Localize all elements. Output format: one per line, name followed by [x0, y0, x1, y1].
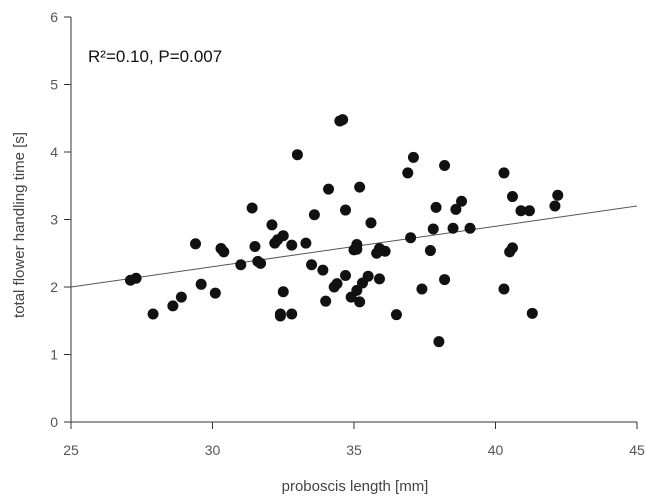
data-point	[523, 205, 535, 217]
data-point	[331, 278, 343, 290]
data-point	[286, 308, 298, 320]
x-tick-label: 40	[488, 442, 504, 458]
y-tick-label: 5	[50, 77, 58, 93]
data-point	[433, 336, 445, 348]
data-point	[266, 219, 278, 231]
data-point	[320, 295, 332, 307]
data-point	[427, 223, 439, 235]
data-point	[506, 242, 518, 254]
y-tick-label: 4	[50, 144, 58, 160]
data-point	[274, 310, 286, 322]
data-point	[340, 270, 352, 282]
data-point	[291, 149, 303, 161]
data-point	[439, 274, 451, 286]
data-point	[424, 245, 436, 257]
data-point	[526, 307, 538, 319]
x-axis-title: proboscis length [mm]	[282, 478, 429, 495]
data-point	[235, 259, 247, 271]
data-point	[209, 287, 221, 299]
data-point	[464, 222, 476, 234]
data-point	[255, 257, 267, 269]
data-point	[354, 296, 366, 308]
data-point	[402, 167, 414, 179]
data-point	[515, 205, 527, 217]
x-tick-label: 30	[205, 442, 221, 458]
data-point	[373, 273, 385, 285]
data-point	[218, 246, 230, 258]
data-points	[124, 114, 564, 348]
data-point	[277, 286, 289, 298]
data-point	[506, 191, 518, 203]
data-point	[365, 217, 377, 229]
data-point	[351, 243, 363, 255]
data-point	[405, 232, 417, 244]
data-point	[407, 151, 419, 163]
x-tick-label: 35	[346, 442, 362, 458]
data-point	[323, 183, 335, 195]
y-tick-label: 2	[50, 279, 58, 295]
data-point	[277, 230, 289, 242]
data-point	[306, 259, 318, 271]
x-tick-label: 25	[63, 442, 79, 458]
data-point	[549, 200, 561, 212]
y-tick-label: 6	[50, 9, 58, 25]
data-point	[416, 283, 428, 295]
data-point	[147, 308, 159, 320]
data-point	[317, 264, 329, 276]
data-point	[447, 222, 459, 234]
data-point	[246, 202, 258, 214]
data-point	[190, 238, 202, 250]
data-point	[340, 204, 352, 216]
y-tick-label: 1	[50, 347, 58, 363]
data-point	[300, 237, 312, 249]
data-point	[498, 283, 510, 295]
data-point	[354, 181, 366, 193]
x-tick-label: 45	[629, 442, 645, 458]
y-axis-title: total flower handling time [s]	[11, 132, 28, 318]
data-point	[439, 160, 451, 171]
data-point	[167, 300, 179, 312]
data-point	[362, 270, 374, 282]
data-point	[430, 201, 442, 213]
data-point	[337, 114, 349, 126]
data-point	[308, 209, 320, 221]
data-point	[175, 291, 187, 303]
data-point	[130, 272, 142, 284]
axes	[64, 16, 638, 429]
data-point	[195, 278, 207, 290]
data-point	[390, 309, 402, 321]
data-point	[249, 241, 261, 252]
data-point	[498, 167, 510, 179]
data-point	[351, 284, 363, 296]
y-tick-label: 0	[50, 414, 58, 430]
y-tick-label: 3	[50, 212, 58, 228]
data-point	[286, 239, 298, 251]
stats-annotation: R²=0.10, P=0.007	[88, 47, 222, 66]
data-point	[379, 245, 391, 257]
data-point	[552, 189, 564, 201]
data-point	[456, 195, 468, 207]
data-point	[450, 203, 462, 215]
